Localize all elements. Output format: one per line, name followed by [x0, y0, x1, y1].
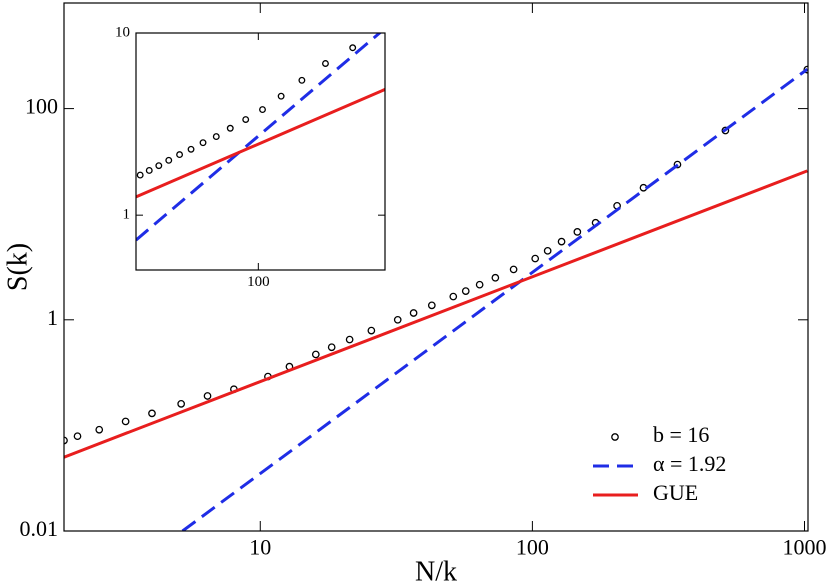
x-axis-title: N/k: [415, 556, 457, 587]
data-point: [187, 145, 195, 153]
data-point: [475, 280, 484, 289]
data-point: [212, 133, 220, 141]
data-point: [531, 254, 540, 263]
data-point: [277, 92, 285, 100]
data-point: [491, 273, 500, 282]
y-tick-label: 100: [25, 94, 58, 119]
data-point: [259, 106, 266, 113]
data-point: [427, 301, 436, 310]
data-point: [155, 162, 163, 170]
y-tick-label: 10: [115, 24, 130, 40]
data-point: [226, 124, 234, 132]
data-point: [95, 425, 104, 434]
data-point: [461, 287, 470, 295]
legend-label: GUE: [653, 480, 698, 505]
data-line: [136, 33, 382, 242]
data-point: [242, 116, 250, 123]
data-point: [322, 60, 329, 67]
plot-series: [136, 33, 385, 242]
x-tick-label: 1000: [783, 535, 827, 560]
data-point: [148, 409, 156, 418]
legend-label: b = 16: [653, 422, 709, 447]
x-tick-label: 100: [516, 535, 549, 560]
data-point: [673, 160, 682, 169]
data-line: [64, 169, 808, 459]
data-point: [176, 151, 184, 159]
data-point: [327, 343, 336, 352]
plot-area: [136, 33, 385, 270]
data-point: [311, 350, 320, 359]
plot-frame: [63, 2, 809, 532]
legend-marker: [611, 433, 619, 441]
data-point: [349, 44, 357, 52]
data-point: [345, 335, 354, 344]
y-tick-label: 1: [47, 305, 58, 330]
data-point: [145, 166, 153, 174]
data-point: [73, 432, 82, 441]
legend-label: α = 1.92: [653, 451, 726, 476]
data-point: [803, 65, 808, 74]
data-point: [509, 265, 518, 274]
data-point: [199, 139, 207, 147]
y-tick-label: 1: [123, 207, 131, 223]
y-axis-title: S(k): [2, 243, 33, 291]
data-point: [557, 237, 566, 246]
data-line: [181, 68, 808, 531]
plot-series: [64, 65, 808, 531]
data-point: [121, 417, 130, 426]
data-point: [203, 392, 212, 400]
data-point: [573, 228, 582, 236]
data-point: [298, 76, 306, 84]
data-point: [543, 246, 552, 255]
plot-frame: [135, 32, 386, 271]
data-point: [393, 315, 402, 324]
data-point: [165, 156, 173, 164]
data-point: [64, 436, 68, 445]
data-point: [136, 171, 144, 179]
data-point: [449, 292, 458, 301]
x-tick-label: 10: [249, 535, 271, 560]
data-line: [136, 88, 385, 199]
y-tick-label: 0.01: [20, 516, 59, 541]
x-tick-label: 100: [247, 274, 270, 290]
data-point: [409, 309, 418, 317]
data-point: [367, 326, 376, 335]
data-point: [177, 399, 186, 408]
